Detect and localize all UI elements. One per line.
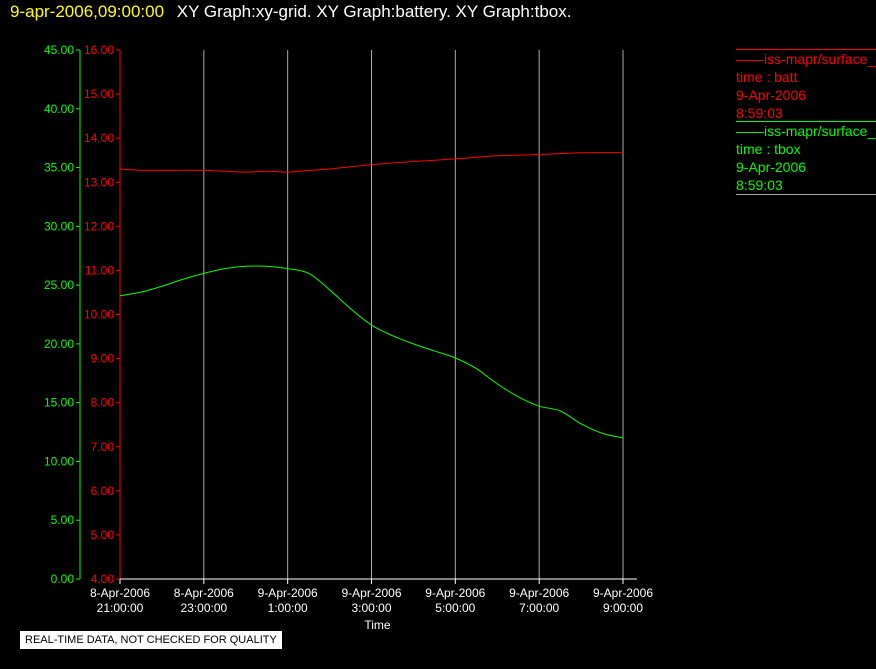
- x-tick-label-date: 9-Apr-2006: [341, 586, 401, 600]
- graph-header: 9-apr-2006,09:00:00 XY Graph:xy-grid. XY…: [10, 2, 571, 22]
- x-tick-label-time: 23:00:00: [180, 601, 227, 615]
- y-left-tick-label: 35.00: [44, 161, 74, 175]
- quality-note: REAL-TIME DATA, NOT CHECKED FOR QUALITY: [20, 631, 282, 649]
- header-graph-titles: XY Graph:xy-grid. XY Graph:battery. XY G…: [176, 2, 572, 21]
- y-right-tick-label: 5.00: [91, 528, 115, 542]
- x-tick-label-date: 8-Apr-2006: [174, 586, 234, 600]
- y-right-tick-label: 4.00: [91, 572, 115, 586]
- legend-battery-time: 8:59:03: [736, 105, 783, 121]
- y-right-tick-label: 14.00: [84, 131, 114, 145]
- y-right-tick-label: 16.00: [84, 43, 114, 57]
- legend-battery-top-rule: [736, 49, 876, 50]
- x-tick-label-date: 9-Apr-2006: [509, 586, 569, 600]
- tbox-series-line: [119, 265, 624, 439]
- x-tick-label-date: 9-Apr-2006: [425, 586, 485, 600]
- x-tick-label-date: 9-Apr-2006: [593, 586, 653, 600]
- legend-tbox: ——iss-mapr/surface_ time : tbox 9-Apr-20…: [736, 121, 876, 195]
- y-right-tick-label: 10.00: [84, 308, 114, 322]
- y-left-tick-label: 25.00: [44, 278, 74, 292]
- x-tick-label-time: 3:00:00: [351, 601, 391, 615]
- y-right-tick-label: 13.00: [84, 175, 114, 189]
- y-right-tick-label: 7.00: [91, 440, 115, 454]
- legend-tbox-name: ——iss-mapr/surface_: [736, 123, 876, 139]
- x-tick-label-date: 9-Apr-2006: [258, 586, 318, 600]
- x-tick-label-time: 9:00:00: [603, 601, 643, 615]
- x-tick-label-time: 7:00:00: [519, 601, 559, 615]
- legend-tbox-date: 9-Apr-2006: [736, 159, 807, 175]
- legend-battery-name: ——iss-mapr/surface_: [736, 51, 876, 67]
- y-right-tick-label: 15.00: [84, 87, 114, 101]
- y-left-tick-label: 45.00: [44, 43, 74, 57]
- y-right-tick-label: 12.00: [84, 219, 114, 233]
- header-date: 9-apr-2006,09:00:00: [10, 2, 165, 21]
- x-tick-label-time: 1:00:00: [268, 601, 308, 615]
- legend-tbox-top-rule: [736, 121, 876, 122]
- y-left-tick-label: 10.00: [44, 454, 74, 468]
- battery-series-line: [119, 152, 624, 173]
- y-left-tick-label: 40.00: [44, 102, 74, 116]
- y-right-tick-label: 11.00: [85, 263, 114, 277]
- legend-battery: ——iss-mapr/surface_ time : batt 9-Apr-20…: [736, 49, 876, 122]
- legend-battery-label: time : batt: [736, 69, 798, 85]
- y-right-tick-label: 6.00: [91, 484, 115, 498]
- x-tick-label-date: 8-Apr-2006: [90, 586, 150, 600]
- x-tick-label-time: 5:00:00: [435, 601, 475, 615]
- y-left-tick-label: 5.00: [51, 513, 75, 527]
- y-left-tick-label: 20.00: [44, 337, 74, 351]
- y-right-tick-label: 8.00: [91, 396, 115, 410]
- x-tick-label-time: 21:00:00: [97, 601, 144, 615]
- legend-battery-date: 9-Apr-2006: [736, 87, 807, 103]
- y-left-tick-label: 0.00: [51, 572, 75, 586]
- legend-bottom-rule: [736, 194, 876, 195]
- y-right-tick-label: 9.00: [91, 352, 115, 366]
- y-left-tick-label: 15.00: [44, 396, 74, 410]
- legend-tbox-label: time : tbox: [736, 141, 801, 157]
- x-axis-label: Time: [364, 618, 391, 632]
- legend-tbox-time: 8:59:03: [736, 177, 783, 193]
- y-left-tick-label: 30.00: [44, 219, 74, 233]
